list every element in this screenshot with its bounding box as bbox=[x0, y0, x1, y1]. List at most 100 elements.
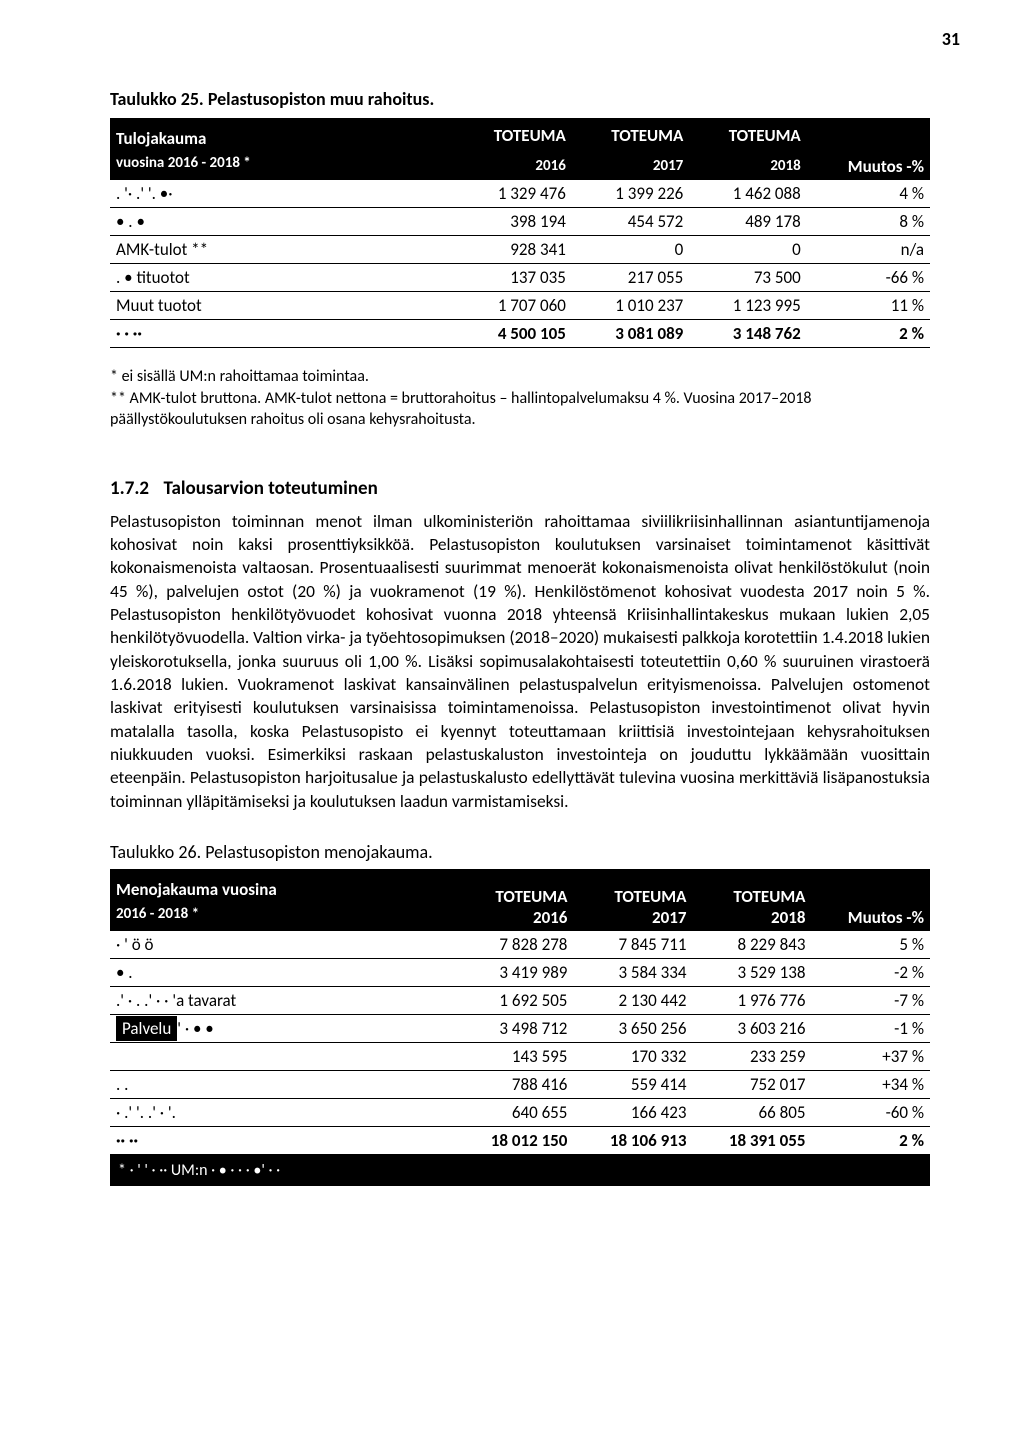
row-label: · · ·· bbox=[110, 320, 454, 348]
t25-head-left2: vuosina 2016 - 2018 * bbox=[110, 152, 454, 180]
section-number: 1.7.2 bbox=[110, 477, 149, 500]
table25-caption: Taulukko 25. Pelastusopiston muu rahoitu… bbox=[110, 88, 930, 110]
cell-2017: 454 572 bbox=[572, 208, 689, 236]
cell-2018: 3 148 762 bbox=[689, 320, 806, 348]
t26-head-left2: 2016 - 2018 * bbox=[110, 903, 454, 931]
cell-2018: 1 123 995 bbox=[689, 292, 806, 320]
t25-h-c2a: TOTEUMA bbox=[572, 118, 689, 152]
cell-change: -66 % bbox=[807, 264, 930, 292]
cell-2016: 18 012 150 bbox=[454, 1126, 573, 1154]
cell-2016: 928 341 bbox=[454, 236, 571, 264]
table-row: · .' '. .' · '.640 655166 42366 805-60 % bbox=[110, 1098, 930, 1126]
row-label: . '· .' '. •· bbox=[110, 180, 454, 208]
table-row: · · ··4 500 1053 081 0893 148 7622 % bbox=[110, 320, 930, 348]
cell-2017: 166 423 bbox=[573, 1098, 692, 1126]
t26-h-c2a-l1: TOTEUMA bbox=[579, 886, 686, 907]
row-label: . • tituotot bbox=[110, 264, 454, 292]
t26-h-c3a: TOTEUMA 2018 bbox=[692, 869, 811, 931]
cell-2017: 1 010 237 bbox=[572, 292, 689, 320]
t26-h-c3a-l1: TOTEUMA bbox=[698, 886, 805, 907]
cell-change: -60 % bbox=[811, 1098, 930, 1126]
cell-2018: 233 259 bbox=[692, 1042, 811, 1070]
table-row: · ' ö ö7 828 2787 845 7118 229 8435 % bbox=[110, 931, 930, 959]
cell-2016: 1 707 060 bbox=[454, 292, 571, 320]
row-label: • . bbox=[110, 958, 454, 986]
cell-2018: 66 805 bbox=[692, 1098, 811, 1126]
cell-2016: 4 500 105 bbox=[454, 320, 571, 348]
row-label: · ' ö ö bbox=[110, 931, 454, 959]
row-label: · .' '. .' · '. bbox=[110, 1098, 454, 1126]
cell-2016: 788 416 bbox=[454, 1070, 573, 1098]
t26-h-c2a: TOTEUMA 2017 bbox=[573, 869, 692, 931]
cell-change: 2 % bbox=[807, 320, 930, 348]
cell-2018: 18 391 055 bbox=[692, 1126, 811, 1154]
row-label: .' · . .' · · 'a tavarat bbox=[110, 986, 454, 1014]
row-label: • . • bbox=[110, 208, 454, 236]
cell-2016: 1 692 505 bbox=[454, 986, 573, 1014]
row-label: . . bbox=[110, 1070, 454, 1098]
cell-2016: 143 595 bbox=[454, 1042, 573, 1070]
t25-h-c1a: TOTEUMA bbox=[454, 118, 571, 152]
cell-2018: 73 500 bbox=[689, 264, 806, 292]
section-title: Talousarvion toteutuminen bbox=[164, 477, 378, 500]
row-label: ·· ·· bbox=[110, 1126, 454, 1154]
section-body: Pelastusopiston toiminnan menot ilman ul… bbox=[110, 510, 930, 813]
cell-2018: 752 017 bbox=[692, 1070, 811, 1098]
table-row: Palvelu' · • •3 498 7123 650 2563 603 21… bbox=[110, 1014, 930, 1042]
cell-change: 5 % bbox=[811, 931, 930, 959]
cell-2017: 170 332 bbox=[573, 1042, 692, 1070]
cell-2016: 3 419 989 bbox=[454, 958, 573, 986]
row-label: Muut tuotot bbox=[110, 292, 454, 320]
t25-h-c1b: 2016 bbox=[454, 152, 571, 180]
t26-h-c1a-l1: TOTEUMA bbox=[460, 886, 567, 907]
row-label: AMK-tulot ** bbox=[110, 236, 454, 264]
table26-caption: Taulukko 26. Pelastusopiston menojakauma… bbox=[110, 841, 930, 863]
table-row: . '· .' '. •·1 329 4761 399 2261 462 088… bbox=[110, 180, 930, 208]
t25-h-c3b: 2018 bbox=[689, 152, 806, 180]
cell-change: 11 % bbox=[807, 292, 930, 320]
cell-change: 2 % bbox=[811, 1126, 930, 1154]
t25-head-left1: Tulojakauma bbox=[110, 118, 454, 152]
cell-2017: 2 130 442 bbox=[573, 986, 692, 1014]
cell-change: 4 % bbox=[807, 180, 930, 208]
cell-2018: 3 603 216 bbox=[692, 1014, 811, 1042]
cell-2016: 1 329 476 bbox=[454, 180, 571, 208]
table26: Menojakauma vuosina TOTEUMA 2016 TOTEUMA… bbox=[110, 869, 930, 1155]
t26-h-c3a-l2: 2018 bbox=[698, 907, 805, 928]
table-row: Muut tuotot1 707 0601 010 2371 123 99511… bbox=[110, 292, 930, 320]
table25: Tulojakauma TOTEUMA TOTEUMA TOTEUMA Muut… bbox=[110, 118, 930, 348]
cell-change: -1 % bbox=[811, 1014, 930, 1042]
cell-change: 8 % bbox=[807, 208, 930, 236]
t25-h-c3a: TOTEUMA bbox=[689, 118, 806, 152]
cell-change: -7 % bbox=[811, 986, 930, 1014]
cell-2018: 8 229 843 bbox=[692, 931, 811, 959]
page-number: 31 bbox=[942, 28, 960, 50]
cell-2017: 7 845 711 bbox=[573, 931, 692, 959]
cell-2017: 1 399 226 bbox=[572, 180, 689, 208]
cell-change: +34 % bbox=[811, 1070, 930, 1098]
cell-2016: 137 035 bbox=[454, 264, 571, 292]
table25-notes: * ei sisällä UM:n rahoittamaa toimintaa.… bbox=[110, 366, 930, 431]
cell-2018: 1 976 776 bbox=[692, 986, 811, 1014]
t25-note2: ** AMK-tulot bruttona. AMK-tulot nettona… bbox=[110, 388, 930, 431]
table-row: ·· ··18 012 15018 106 91318 391 0552 % bbox=[110, 1126, 930, 1154]
cell-2017: 217 055 bbox=[572, 264, 689, 292]
cell-2016: 640 655 bbox=[454, 1098, 573, 1126]
cell-2016: 398 194 bbox=[454, 208, 571, 236]
cell-2018: 0 bbox=[689, 236, 806, 264]
table-row: . • tituotot137 035217 05573 500-66 % bbox=[110, 264, 930, 292]
table-row: • .3 419 9893 584 3343 529 138-2 % bbox=[110, 958, 930, 986]
t26-h-c1a: TOTEUMA 2016 bbox=[454, 869, 573, 931]
cell-2018: 1 462 088 bbox=[689, 180, 806, 208]
cell-2017: 3 081 089 bbox=[572, 320, 689, 348]
row-label: Palvelu' · • • bbox=[110, 1014, 454, 1042]
table-row: • . •398 194454 572489 1788 % bbox=[110, 208, 930, 236]
table-row: 143 595170 332233 259+37 % bbox=[110, 1042, 930, 1070]
cell-2017: 559 414 bbox=[573, 1070, 692, 1098]
cell-2018: 489 178 bbox=[689, 208, 806, 236]
table26-footnote: * · ' ' · ·· UM:n · • · · · •' · · bbox=[110, 1155, 930, 1187]
row-label bbox=[110, 1042, 454, 1070]
cell-2017: 3 650 256 bbox=[573, 1014, 692, 1042]
t25-note1: * ei sisällä UM:n rahoittamaa toimintaa. bbox=[110, 366, 930, 388]
cell-2017: 3 584 334 bbox=[573, 958, 692, 986]
